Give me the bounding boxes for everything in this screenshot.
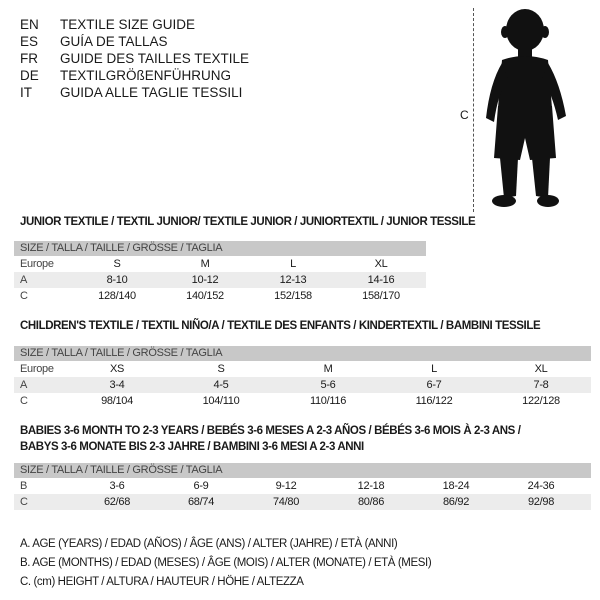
child-silhouette-icon	[486, 9, 566, 207]
legend-item-b: B. AGE (MONTHS) / EDAD (MESES) / ÂGE (MO…	[20, 557, 432, 569]
table-row: B 3-6 6-9 9-12 12-18 18-24 24-36	[20, 480, 555, 492]
babies-title-line2: BABYS 3-6 MONATE BIS 2-3 JAHRE / BAMBINI…	[20, 441, 364, 453]
children-title: CHILDREN'S TEXTILE / TEXTIL NIÑO/A / TEX…	[20, 320, 541, 332]
table-row: Europe S M L XL	[20, 258, 388, 270]
language-titles: EN TEXTILE SIZE GUIDE ES GUÍA DE TALLAS FR…	[20, 16, 249, 101]
legend-item-c: C. (cm) HEIGHT / ALTURA / HAUTEUR / HÖHE…	[20, 576, 304, 588]
children-size-table: SIZE / TALLA / TAILLE / GRÖSSE / TAGLIA …	[14, 346, 591, 409]
table-row: A 3-4 4-5 5-6 6-7 7-8	[14, 377, 591, 393]
height-measure-label: C	[460, 108, 469, 122]
junior-size-table: SIZE / TALLA / TAILLE / GRÖSSE / TAGLIA …	[14, 241, 426, 304]
lang-row: ES GUÍA DE TALLAS	[20, 34, 168, 49]
table-row: A 8-10 10-12 12-13 14-16	[14, 272, 426, 288]
lang-row: FR GUIDE DES TAILLES TEXTILE	[20, 51, 250, 66]
lang-row: EN TEXTILE SIZE GUIDE	[20, 17, 196, 32]
babies-title-line1: BABIES 3-6 MONTH TO 2-3 YEARS / BEBÉS 3-…	[20, 425, 521, 437]
junior-title: JUNIOR TEXTILE / TEXTIL JUNIOR/ TEXTILE …	[20, 216, 476, 228]
legend: A. AGE (YEARS) / EDAD (AÑOS) / ÂGE (ANS)…	[20, 535, 432, 592]
table-row: C 128/140 140/152 152/158 158/170	[20, 290, 400, 302]
lang-row: DE TEXTILGRÖßENFÜHRUNG	[20, 68, 232, 83]
table-header: SIZE / TALLA / TAILLE / GRÖSSE / TAGLIA	[14, 346, 591, 361]
legend-item-a: A. AGE (YEARS) / EDAD (AÑOS) / ÂGE (ANS)…	[20, 538, 398, 550]
babies-size-table: SIZE / TALLA / TAILLE / GRÖSSE / TAGLIA …	[14, 463, 591, 510]
table-row: C 62/68 68/74 74/80 80/86 86/92 92/98	[14, 494, 591, 510]
table-row: Europe XS S M L XL	[20, 363, 548, 375]
table-row: C 98/104 104/110 110/116 116/122 122/128	[20, 395, 560, 407]
table-header: SIZE / TALLA / TAILLE / GRÖSSE / TAGLIA	[14, 241, 426, 256]
height-measure-line	[473, 8, 474, 212]
table-header: SIZE / TALLA / TAILLE / GRÖSSE / TAGLIA	[14, 463, 591, 478]
lang-row: IT GUIDA ALLE TAGLIE TESSILI	[20, 85, 243, 100]
